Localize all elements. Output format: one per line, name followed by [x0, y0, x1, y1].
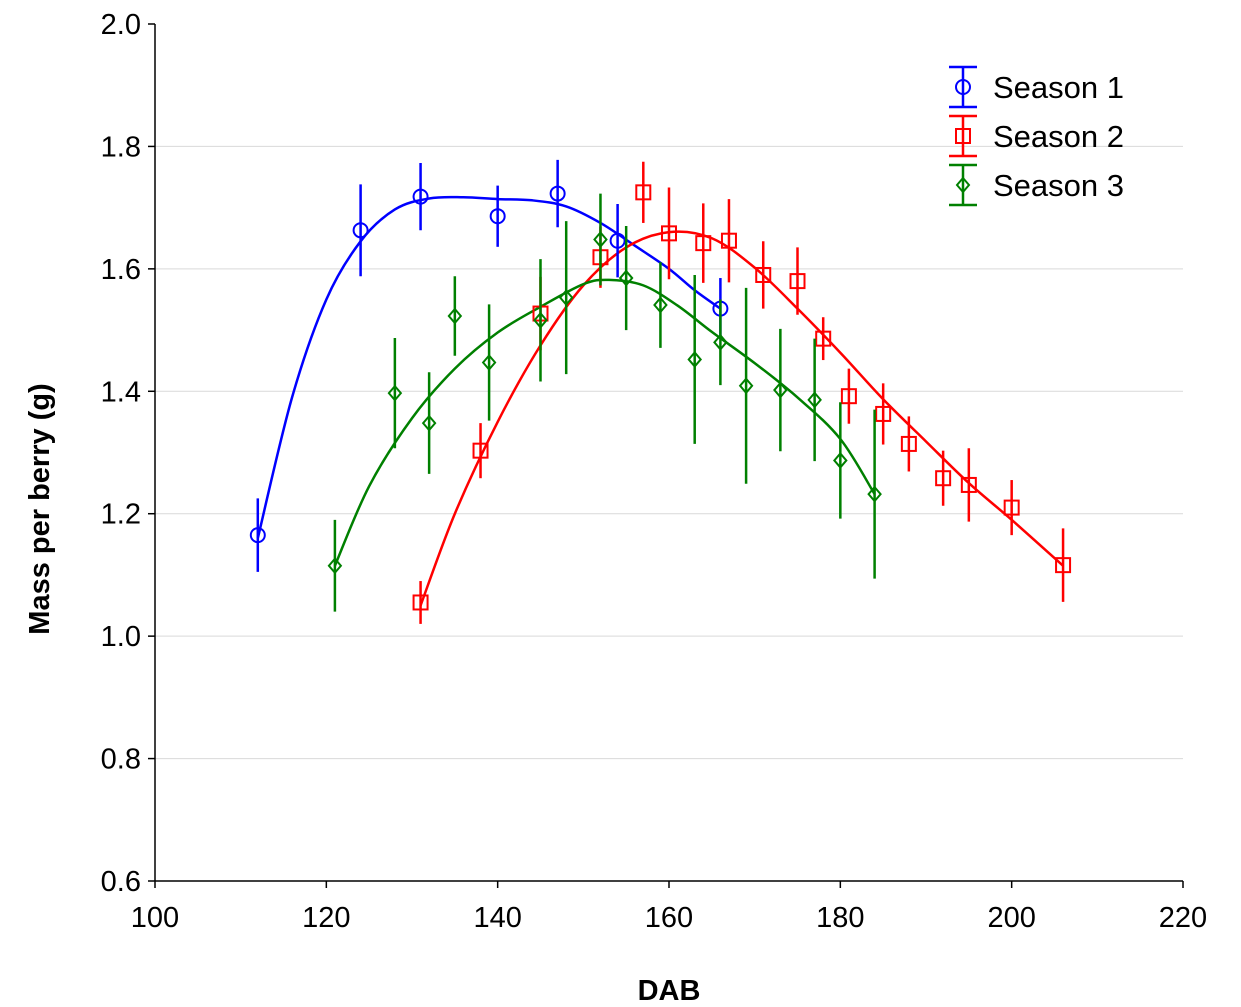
- circle-marker: [352, 222, 369, 239]
- x-tick-label: 160: [645, 902, 693, 934]
- y-tick-label: 0.8: [101, 744, 141, 776]
- circle-marker: [249, 527, 266, 544]
- diamond-marker: [773, 381, 788, 399]
- diamond-marker: [653, 296, 668, 314]
- x-tick-label: 120: [302, 902, 350, 934]
- legend-label: Season 1: [993, 70, 1124, 105]
- diamond-marker: [533, 311, 548, 329]
- diamond-marker: [558, 289, 574, 307]
- season-1-fit-line: [256, 195, 722, 539]
- diamond-marker: [421, 414, 437, 432]
- diamond-marker: [807, 391, 822, 409]
- square-marker: [935, 470, 952, 487]
- y-axis-ticks: 0.6 0.8 1.0 1.2 1.4 1.6 1.8 2.0: [101, 9, 155, 898]
- fit-curves: [256, 195, 1064, 606]
- legend: Season 1 Season 2 Season 3: [949, 65, 1124, 207]
- square-marker: [955, 128, 971, 144]
- square-marker: [412, 594, 429, 611]
- circle-marker: [955, 79, 971, 95]
- diamond-marker: [687, 350, 703, 368]
- diamond-marker: [955, 176, 971, 194]
- square-marker: [1003, 499, 1020, 516]
- x-tick-label: 100: [131, 902, 179, 934]
- y-tick-label: 1.2: [101, 499, 141, 531]
- season-3-points: [327, 193, 882, 612]
- circle-marker: [609, 232, 626, 249]
- season-2-fit-line: [419, 230, 1064, 606]
- circle-marker: [549, 185, 566, 202]
- square-marker: [661, 225, 677, 242]
- y-tick-label: 1.4: [101, 376, 141, 408]
- square-marker: [900, 435, 917, 452]
- legend-label: Season 2: [993, 119, 1124, 154]
- square-marker: [755, 266, 772, 283]
- square-marker: [720, 232, 737, 249]
- x-axis-ticks: 100 120 140 160 180 200 220: [131, 881, 1207, 934]
- diamond-marker: [593, 230, 608, 249]
- diamond-marker: [867, 485, 882, 503]
- square-marker: [635, 184, 652, 201]
- square-marker: [960, 476, 977, 493]
- y-tick-label: 2.0: [101, 9, 141, 41]
- diamond-marker: [833, 451, 848, 469]
- square-marker: [695, 235, 712, 252]
- season-1-points: [249, 159, 729, 572]
- x-tick-label: 200: [987, 902, 1035, 934]
- diamond-marker: [738, 377, 754, 395]
- diamond-marker: [481, 353, 497, 372]
- square-marker: [840, 388, 857, 405]
- circle-marker: [412, 188, 429, 205]
- x-tick-label: 220: [1159, 902, 1207, 934]
- diamond-marker: [387, 384, 403, 402]
- x-tick-label: 180: [816, 902, 864, 934]
- y-axis-title: Mass per berry (g): [24, 383, 56, 634]
- square-marker: [789, 273, 806, 290]
- diamond-marker: [618, 269, 634, 287]
- legend-item-season-2: Season 2: [949, 114, 1124, 158]
- y-tick-label: 0.6: [101, 866, 141, 898]
- y-tick-label: 1.0: [101, 621, 141, 653]
- x-tick-label: 140: [473, 902, 521, 934]
- square-marker: [815, 330, 832, 347]
- square-marker: [472, 442, 489, 459]
- square-marker: [875, 405, 892, 422]
- legend-item-season-1: Season 1: [949, 65, 1124, 109]
- circle-marker: [489, 208, 506, 225]
- diamond-marker: [713, 333, 728, 351]
- x-axis-title: DAB: [638, 975, 701, 1007]
- square-marker: [1055, 557, 1072, 574]
- diamond-marker: [447, 307, 463, 325]
- season-3-fit-line: [333, 278, 876, 567]
- y-tick-label: 1.8: [101, 131, 141, 163]
- y-tick-label: 1.6: [101, 254, 141, 286]
- diamond-marker: [327, 557, 343, 575]
- data-marks: [249, 159, 1072, 624]
- legend-item-season-3: Season 3: [949, 163, 1124, 207]
- legend-label: Season 3: [993, 168, 1124, 203]
